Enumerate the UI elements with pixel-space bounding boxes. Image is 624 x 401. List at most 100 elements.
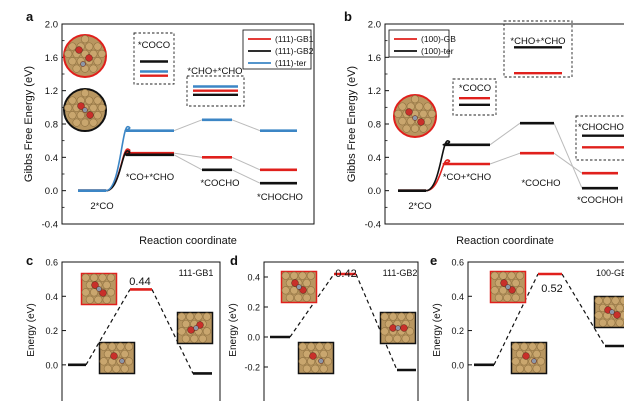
metal-atom bbox=[524, 364, 533, 373]
metal-atom bbox=[202, 312, 211, 321]
metal-atom bbox=[68, 96, 77, 105]
metal-atom bbox=[307, 342, 316, 351]
panel-c-frame bbox=[61, 261, 221, 401]
panel-d-ytick-label: -0.2 bbox=[244, 363, 260, 373]
metal-atom bbox=[423, 117, 432, 126]
adsorbate-atom bbox=[82, 107, 88, 113]
panel-d-letter: d bbox=[230, 253, 238, 268]
panel-e-barrier-label: 0.52 bbox=[541, 283, 562, 295]
panel-d-system-label: 111-GB2 bbox=[383, 268, 418, 278]
metal-atom bbox=[615, 303, 624, 313]
panel-e-ytick-label: 0.6 bbox=[451, 258, 464, 268]
metal-atom bbox=[515, 271, 525, 280]
adsorbate-atom bbox=[85, 54, 93, 62]
adsorbate-atom bbox=[193, 325, 199, 331]
legend-a-label: (111)-ter bbox=[275, 58, 307, 68]
metal-atom bbox=[290, 271, 299, 280]
adsorbate-atom bbox=[609, 309, 615, 315]
panel-c-path bbox=[151, 289, 194, 374]
panel-e-path bbox=[493, 273, 539, 366]
metal-atom bbox=[72, 64, 81, 73]
metal-atom bbox=[120, 364, 129, 373]
panel-e-frame bbox=[467, 261, 624, 401]
metal-atom bbox=[594, 296, 603, 305]
metal-atom bbox=[602, 296, 612, 305]
structure-a-gb2 bbox=[63, 88, 107, 132]
panel-a-state-label: 2*CO bbox=[90, 201, 113, 212]
metal-atom bbox=[598, 318, 608, 327]
panel-c-ytick-label: 0.2 bbox=[45, 326, 58, 336]
metal-atom bbox=[410, 95, 420, 104]
metal-atom bbox=[298, 271, 307, 280]
panel-a-coco-box bbox=[133, 32, 175, 85]
metal-atom bbox=[124, 357, 133, 366]
structure-e-is bbox=[510, 341, 548, 375]
panel-b-state-label: 2*CO bbox=[408, 201, 431, 212]
metal-atom bbox=[490, 286, 499, 295]
metal-atom bbox=[177, 327, 186, 336]
metal-atom bbox=[532, 349, 541, 359]
panel-b-xlabel: Reaction coordinate bbox=[456, 235, 554, 247]
metal-atom bbox=[315, 342, 324, 351]
metal-atom bbox=[306, 271, 316, 280]
panel-b-ytick-label: 1.2 bbox=[368, 86, 381, 97]
adsorbate-atom bbox=[119, 358, 125, 364]
metal-atom bbox=[124, 342, 133, 351]
metal-atom bbox=[186, 312, 195, 321]
metal-atom bbox=[64, 49, 73, 59]
metal-atom bbox=[93, 42, 102, 51]
adsorbate-atom bbox=[80, 61, 86, 67]
panel-c-letter: c bbox=[26, 253, 33, 268]
panel-a-ylabel: Gibbs Free Energy (eV) bbox=[23, 66, 35, 182]
panel-d-barrier-label: 0.42 bbox=[335, 268, 356, 280]
metal-atom bbox=[102, 295, 111, 304]
metal-atom bbox=[72, 118, 81, 127]
metal-atom bbox=[68, 42, 77, 51]
metal-atom bbox=[393, 334, 402, 343]
metal-atom bbox=[98, 273, 107, 282]
metal-atom bbox=[499, 271, 508, 280]
metal-atom bbox=[494, 293, 504, 302]
metal-atom bbox=[323, 342, 333, 351]
metal-atom bbox=[528, 342, 537, 351]
metal-atom bbox=[89, 288, 99, 297]
metal-atom bbox=[615, 318, 624, 327]
panel-b-coco-label: *COCO bbox=[459, 83, 491, 94]
panel-a-ytick-label: 1.6 bbox=[45, 53, 58, 64]
panel-a-ytick-label: 0.8 bbox=[45, 120, 58, 131]
panel-e-letter: e bbox=[430, 253, 437, 268]
metal-atom bbox=[202, 327, 211, 336]
metal-atom bbox=[511, 293, 520, 302]
metal-atom bbox=[319, 349, 328, 359]
metal-atom bbox=[298, 342, 307, 351]
panel-a-ytick-label: 2.0 bbox=[45, 20, 58, 31]
metal-atom bbox=[415, 102, 424, 111]
panel-b-ytick-label: 0.4 bbox=[368, 153, 381, 164]
metal-atom bbox=[89, 64, 98, 73]
metal-atom bbox=[99, 357, 108, 366]
metal-atom bbox=[394, 109, 403, 118]
adsorbate-atom bbox=[417, 118, 425, 126]
adsorbate-atom bbox=[110, 352, 118, 360]
panel-c-path bbox=[85, 289, 131, 366]
series-b-1-curve bbox=[425, 140, 451, 192]
metal-atom bbox=[515, 286, 525, 295]
metal-atom bbox=[85, 295, 94, 304]
metal-atom bbox=[80, 89, 90, 98]
panel-c-ytick-label: 0.0 bbox=[45, 360, 58, 370]
metal-atom bbox=[511, 342, 520, 351]
metal-atom bbox=[89, 273, 99, 282]
metal-atom bbox=[80, 35, 90, 44]
structure-c-fs bbox=[176, 311, 214, 345]
adsorbate-atom bbox=[96, 286, 102, 292]
metal-atom bbox=[384, 334, 394, 343]
panel-e-ylabel: Energy (eV) bbox=[432, 303, 443, 356]
metal-atom bbox=[302, 293, 311, 302]
series-b-0-connector bbox=[489, 152, 521, 165]
adsorbate-atom bbox=[99, 289, 107, 297]
metal-atom bbox=[594, 311, 603, 320]
panel-a-ytick-label: 0.4 bbox=[45, 153, 58, 164]
panel-b-ytick-label: 0.0 bbox=[368, 186, 381, 197]
metal-atom bbox=[64, 103, 73, 112]
